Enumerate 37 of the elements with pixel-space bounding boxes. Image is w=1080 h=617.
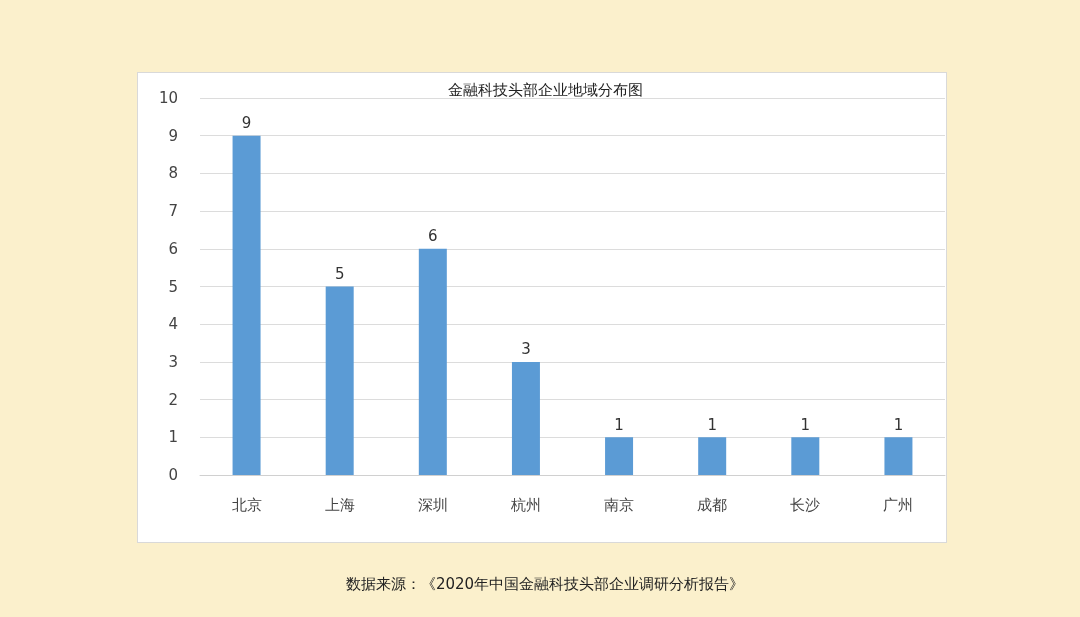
data-label: 3 — [521, 340, 531, 359]
x-tick-label: 成都 — [697, 495, 728, 514]
bar — [884, 437, 913, 475]
y-tick-label: 1 — [168, 428, 178, 447]
x-tick-label: 深圳 — [417, 495, 448, 514]
data-label: 1 — [893, 415, 904, 434]
bar — [791, 437, 820, 475]
y-tick-label: 2 — [168, 390, 178, 409]
bar — [511, 361, 540, 475]
y-tick-label: 9 — [168, 126, 178, 145]
data-label: 5 — [334, 265, 345, 283]
bar — [605, 437, 634, 475]
x-tick-label: 长沙 — [790, 495, 821, 514]
y-tick-label: 4 — [168, 315, 178, 334]
y-tick-label: 0 — [168, 466, 178, 484]
bar — [418, 248, 447, 475]
source-note: 数据来源：《2020年中国金融科技头部企业调研分析报告》 — [345, 574, 745, 593]
x-tick-label: 南京 — [604, 495, 635, 514]
data-label: 1 — [707, 415, 717, 434]
y-tick-label: 8 — [168, 164, 178, 183]
chart-title: 金融科技头部企业地域分布图 — [447, 80, 643, 99]
data-label: 1 — [614, 415, 624, 434]
y-tick-label: 5 — [168, 277, 178, 296]
bar — [325, 286, 354, 475]
y-tick-label: 3 — [168, 352, 178, 371]
data-label: 1 — [800, 415, 811, 434]
bar — [232, 135, 261, 475]
y-tick-label: 7 — [168, 202, 178, 221]
y-tick-label: 10 — [158, 89, 178, 107]
x-tick-label: 上海 — [324, 495, 355, 514]
data-label: 9 — [241, 114, 252, 133]
bar — [698, 437, 727, 475]
x-tick-label: 北京 — [231, 495, 262, 514]
y-tick-label: 6 — [168, 239, 178, 258]
data-label: 6 — [428, 227, 438, 246]
x-tick-label: 杭州 — [509, 495, 541, 514]
x-tick-label: 广州 — [883, 495, 914, 514]
